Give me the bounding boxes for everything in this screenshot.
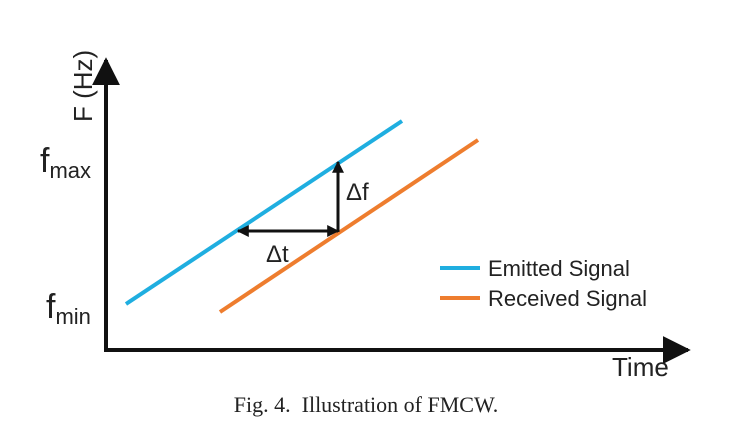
y-axis-label: F (Hz) [68,50,98,122]
legend-received-label: Received Signal [488,286,647,311]
fmin-label: fmin [46,288,91,329]
emitted-signal-line [124,119,404,306]
received-signal-line [218,138,480,314]
legend-emitted-label: Emitted Signal [488,256,630,281]
fmax-label: fmax [40,142,91,183]
figure-caption: Fig. 4. Illustration of FMCW. [234,392,498,417]
delta-f-label: Δf [346,179,369,206]
x-axis-label: Time [612,352,669,382]
delta-t-label: Δt [266,241,289,268]
